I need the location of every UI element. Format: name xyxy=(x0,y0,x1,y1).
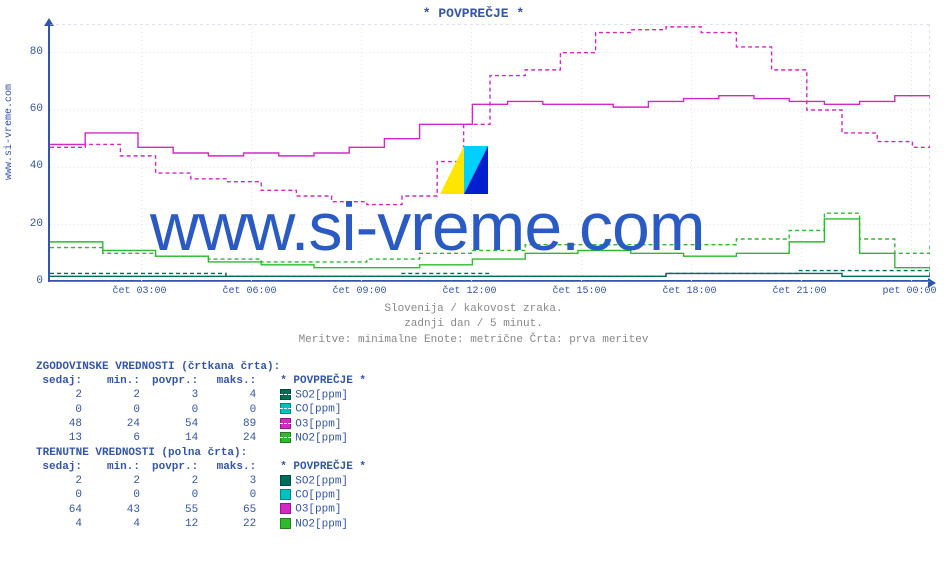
table-cell: 0 xyxy=(88,402,146,416)
table-column-header: maks.: xyxy=(204,374,262,388)
table-cell: 55 xyxy=(146,502,204,516)
y-tick-label: 0 xyxy=(3,275,43,287)
table-cell: 3 xyxy=(146,388,204,402)
legend-title: * POVPREČJE * xyxy=(274,460,394,474)
table-cell: 43 xyxy=(88,502,146,516)
table-cell: 54 xyxy=(146,417,204,431)
table-cell: 13 xyxy=(30,431,88,445)
table-section-title: ZGODOVINSKE VREDNOSTI (črtkana črta): xyxy=(30,360,394,374)
table-cell: 0 xyxy=(146,402,204,416)
table-column-header: povpr.: xyxy=(146,460,204,474)
table-cell: 14 xyxy=(146,431,204,445)
caption-line: Slovenija / kakovost zraka. xyxy=(0,302,947,317)
x-tick-label: pet 00:00 xyxy=(883,286,937,297)
table-cell: 64 xyxy=(30,502,88,516)
table-cell: 2 xyxy=(146,474,204,488)
table-column-header: min.: xyxy=(88,374,146,388)
data-tables: ZGODOVINSKE VREDNOSTI (črtkana črta):sed… xyxy=(30,360,394,531)
x-tick-label: čet 15:00 xyxy=(553,286,607,297)
table-row: 2223SO2[ppm] xyxy=(30,474,394,488)
table-cell: 0 xyxy=(204,488,262,502)
table-column-header: povpr.: xyxy=(146,374,204,388)
y-tick-label: 60 xyxy=(3,103,43,115)
caption-line: Meritve: minimalne Enote: metrične Črta:… xyxy=(0,333,947,348)
legend-swatch-icon xyxy=(280,389,291,400)
x-tick-label: čet 18:00 xyxy=(663,286,717,297)
watermark-text: www.si-vreme.com xyxy=(150,188,705,266)
table-cell: 24 xyxy=(204,431,262,445)
table-row: 48245489 O3[ppm] xyxy=(30,417,394,431)
table-column-header: min.: xyxy=(88,460,146,474)
caption-line: zadnji dan / 5 minut. xyxy=(0,317,947,332)
legend-swatch-icon xyxy=(280,503,291,514)
table-cell: 65 xyxy=(204,502,262,516)
y-tick-label: 20 xyxy=(3,218,43,230)
table-section-title: TRENUTNE VREDNOSTI (polna črta): xyxy=(30,446,394,460)
legend-swatch-icon xyxy=(280,432,291,443)
table-cell: 24 xyxy=(88,417,146,431)
table-cell: 0 xyxy=(30,488,88,502)
legend-swatch-icon xyxy=(280,489,291,500)
legend-item: SO2[ppm] xyxy=(274,388,394,402)
table-cell: 2 xyxy=(88,474,146,488)
legend-item: CO[ppm] xyxy=(274,488,394,502)
legend-swatch-icon xyxy=(280,418,291,429)
table-row: 1361424 NO2[ppm] xyxy=(30,431,394,445)
x-tick-label: čet 21:00 xyxy=(773,286,827,297)
chart-title: * POVPREČJE * xyxy=(0,6,947,21)
legend-item: CO[ppm] xyxy=(274,402,394,416)
table-row: 2234SO2[ppm] xyxy=(30,388,394,402)
legend-swatch-icon xyxy=(280,518,291,529)
table-cell: 4 xyxy=(88,517,146,531)
table-cell: 22 xyxy=(204,517,262,531)
legend-swatch-icon xyxy=(280,403,291,414)
x-tick-label: čet 06:00 xyxy=(223,286,277,297)
legend-item: NO2[ppm] xyxy=(274,431,394,445)
table-cell: 6 xyxy=(88,431,146,445)
y-tick-label: 80 xyxy=(3,46,43,58)
table-cell: 12 xyxy=(146,517,204,531)
table-cell: 3 xyxy=(204,474,262,488)
chart-caption: Slovenija / kakovost zraka. zadnji dan /… xyxy=(0,302,947,348)
table-column-header: sedaj: xyxy=(30,374,88,388)
table-row: 64435565 O3[ppm] xyxy=(30,502,394,516)
x-tick-label: čet 03:00 xyxy=(113,286,167,297)
table-cell: 0 xyxy=(88,488,146,502)
x-tick-label: čet 09:00 xyxy=(333,286,387,297)
table-cell: 4 xyxy=(204,388,262,402)
table-column-header: maks.: xyxy=(204,460,262,474)
table-cell: 0 xyxy=(30,402,88,416)
legend-title: * POVPREČJE * xyxy=(274,374,394,388)
table-cell: 2 xyxy=(30,474,88,488)
legend-swatch-icon xyxy=(280,475,291,486)
table-cell: 2 xyxy=(88,388,146,402)
legend-item: O3[ppm] xyxy=(274,502,394,516)
table-cell: 89 xyxy=(204,417,262,431)
y-tick-label: 40 xyxy=(3,160,43,172)
table-row: 441222NO2[ppm] xyxy=(30,517,394,531)
table-cell: 4 xyxy=(30,517,88,531)
watermark-logo-icon xyxy=(440,146,488,194)
table-cell: 2 xyxy=(30,388,88,402)
x-tick-label: čet 12:00 xyxy=(443,286,497,297)
legend-item: NO2[ppm] xyxy=(274,517,394,531)
legend-item: O3[ppm] xyxy=(274,417,394,431)
table-cell: 48 xyxy=(30,417,88,431)
table-cell: 0 xyxy=(204,402,262,416)
legend-item: SO2[ppm] xyxy=(274,474,394,488)
table-column-header: sedaj: xyxy=(30,460,88,474)
table-cell: 0 xyxy=(146,488,204,502)
table-row: 0000CO[ppm] xyxy=(30,402,394,416)
table-row: 0000CO[ppm] xyxy=(30,488,394,502)
values-table: ZGODOVINSKE VREDNOSTI (črtkana črta):sed… xyxy=(30,360,394,531)
